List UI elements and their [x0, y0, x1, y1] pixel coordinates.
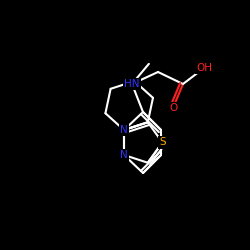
Text: HN: HN — [124, 79, 140, 89]
Text: S: S — [159, 138, 166, 147]
Text: O: O — [169, 103, 177, 113]
Text: N: N — [120, 125, 128, 135]
Text: OH: OH — [196, 63, 212, 73]
Text: N: N — [120, 150, 128, 160]
